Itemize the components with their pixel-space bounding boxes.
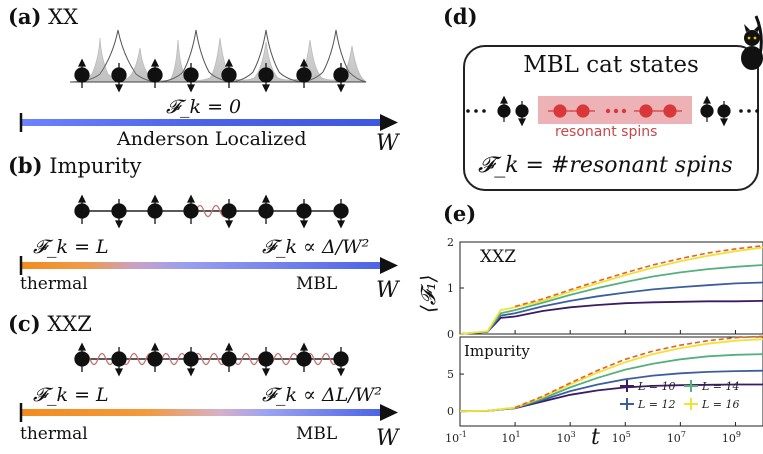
panel-d-label: (d) (443, 4, 478, 29)
x-tick-label: 101 (502, 430, 521, 445)
panel-a-letter: (a) (8, 4, 42, 29)
series-line-L16 (459, 246, 763, 335)
panel-d-resonant-label: resonant spins (555, 124, 658, 140)
panel-e-bottom-title: Impurity (464, 342, 530, 360)
panel-a-axis-var: W (376, 131, 399, 156)
series-line-L16 (459, 338, 763, 413)
chart-pane-xxz: 0 1 2 (447, 236, 763, 341)
panel-e-letter: (e) (443, 201, 477, 226)
legend-label: L = 12 (637, 398, 676, 411)
y-tick-label: 5 (447, 368, 454, 381)
panel-c-spin-chain (74, 342, 349, 377)
panel-c-label: (c) XXZ (8, 311, 92, 336)
panel-e-ylabel: ⟨𝓕₁⟩ (416, 274, 440, 313)
panel-b-letter: (b) (8, 153, 43, 178)
series-dashed-line (514, 335, 763, 409)
series-line-L12 (459, 281, 763, 335)
panel-c-letter: (c) (8, 311, 41, 336)
plot-frame (459, 336, 763, 427)
panel-a-title: XX (48, 5, 79, 29)
panel-c-axis-var: W (376, 426, 399, 451)
panel-b-fk-right: 𝓕_k ∝ Δ/W² (262, 236, 370, 258)
x-tick-label: 105 (612, 430, 631, 445)
panel-a-spin-chain (74, 58, 349, 93)
panel-e-label: (e) (443, 201, 476, 226)
panel-a-bar-text: Anderson Localized (117, 128, 307, 150)
panel-b-spin-chain (74, 194, 349, 229)
legend-label: L = 16 (701, 398, 740, 411)
panel-c-axis (19, 403, 398, 422)
legend: L = 10 L = 14 L = 12 L = 16 (620, 380, 740, 411)
panel-e-top-title: XXZ (480, 247, 517, 267)
panel-b-right-text: MBL (296, 274, 338, 294)
panel-b-title: Impurity (49, 154, 142, 178)
y-tick-label: 1 (447, 282, 454, 295)
x-tick-label: 109 (722, 430, 741, 445)
panel-a-label: (a) XX (8, 4, 78, 29)
series-line-L10 (459, 300, 763, 335)
panel-c-left-text: thermal (20, 424, 88, 444)
x-tick-label: 107 (667, 430, 686, 445)
series-line-L14 (459, 264, 763, 335)
cat-icon (741, 15, 763, 70)
panel-b-fk-left: 𝓕_k = L (33, 236, 109, 258)
resonant-spins (548, 104, 682, 118)
panel-d-letter: (d) (443, 4, 478, 29)
panel-c-title: XXZ (47, 312, 92, 336)
x-tick-label: 10-1 (445, 430, 467, 445)
panel-d-drawing (466, 15, 763, 127)
left-panels-drawing (19, 29, 398, 422)
panel-b-axis (19, 256, 398, 275)
panel-c-right-text: MBL (296, 424, 338, 444)
panel-b-axis-var: W (376, 278, 399, 303)
y-tick-label: 0 (447, 328, 454, 341)
y-tick-label: 2 (447, 236, 454, 249)
y-tick-label: 0 (447, 405, 454, 418)
panel-b-left-text: thermal (20, 274, 88, 294)
x-tick-label: 103 (557, 430, 576, 445)
panel-e-xlabel: t (591, 425, 600, 450)
legend-label: L = 14 (701, 380, 740, 393)
panel-c-fk-left: 𝓕_k = L (33, 384, 109, 406)
panel-c-fk-right: 𝓕_k ∝ ΔL/W² (262, 384, 382, 406)
series-dashed-line (514, 244, 763, 308)
legend-label: L = 10 (637, 380, 676, 393)
panel-d-title: MBL cat states (523, 52, 699, 78)
panel-d-fk: 𝓕_k = #resonant spins (478, 153, 733, 178)
panel-b-label: (b) Impurity (8, 153, 141, 178)
panel-a-fk: 𝓕_k = 0 (166, 96, 242, 118)
panel-a-axis (19, 113, 398, 132)
